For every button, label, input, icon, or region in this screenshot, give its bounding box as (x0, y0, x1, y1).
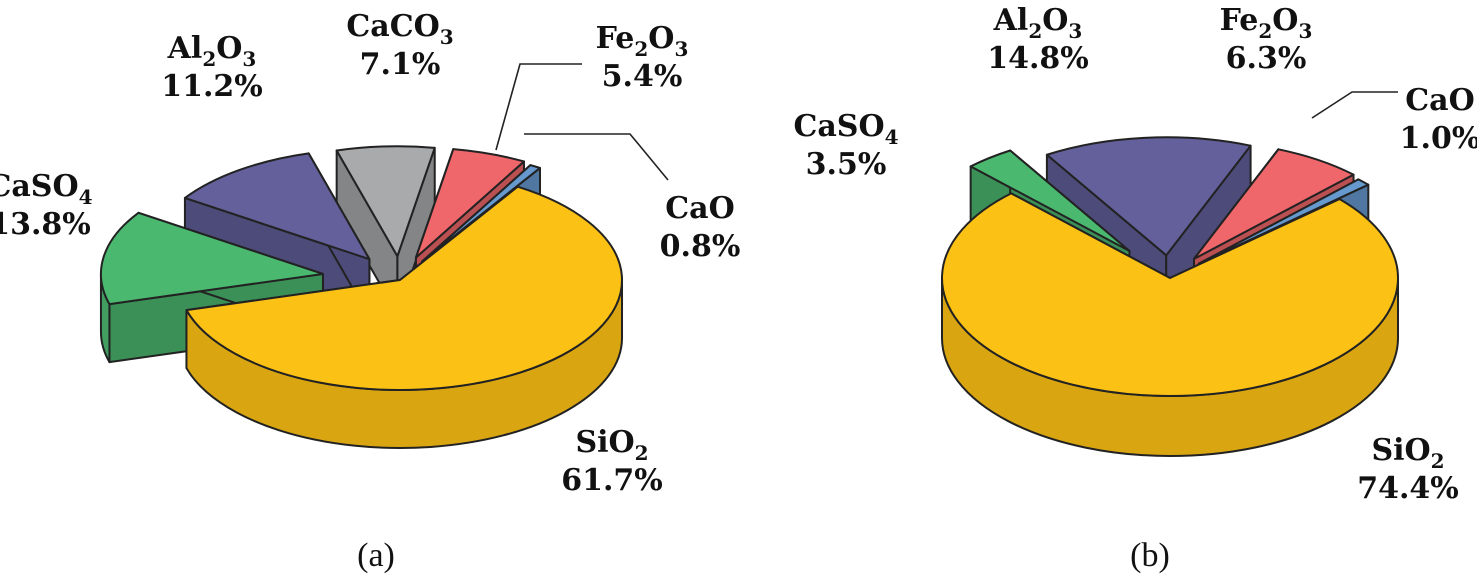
slice-value-label-al2o3: 11.2% (161, 69, 263, 104)
slice-value-label-fe2o3: 5.4% (602, 59, 683, 94)
slice-top-sio2 (941, 192, 1399, 397)
slice-label-sio2: SiO2 (1371, 433, 1444, 473)
slice-label-cao: CaO (1405, 83, 1474, 118)
slice-top-fe2o3 (414, 148, 525, 259)
slice-value-label-sio2: 74.4% (1357, 471, 1459, 506)
slice-top-cao (1197, 178, 1370, 265)
leader-line-cao (1311, 91, 1398, 119)
slice-top-al2o3 (183, 152, 371, 261)
slice-value-label-cao: 1.0% (1400, 121, 1477, 156)
slice-value-label-caco3: 7.1% (360, 47, 441, 82)
slice-top-caso4 (99, 211, 324, 306)
pie-slice-sio2 (941, 192, 1399, 457)
slice-label-cao: CaO (665, 191, 734, 226)
slice-label-caco3: CaCO3 (346, 9, 453, 49)
slice-label-caso4: CaSO4 (0, 169, 93, 209)
slice-label-al2o3: Al2O3 (993, 3, 1083, 43)
leader-line-fe2o3 (495, 63, 582, 151)
slice-top-sio2 (185, 185, 623, 391)
pie-slice-caco3 (335, 145, 436, 316)
slice-label-al2o3: Al2O3 (167, 31, 257, 71)
slice-value-label-fe2o3: 6.3% (1226, 41, 1307, 76)
slice-top-caco3 (335, 145, 436, 258)
slice-top-fe2o3 (1193, 148, 1355, 260)
slice-value-label-caso4: 3.5% (806, 147, 887, 182)
slice-top-cao (421, 164, 542, 263)
slice-value-label-al2o3: 14.8% (987, 41, 1089, 76)
slice-value-label-sio2: 61.7% (561, 463, 663, 498)
slice-value-label-caso4: 13.8% (0, 207, 91, 242)
slice-label-fe2o3: Fe2O3 (1220, 3, 1313, 43)
slice-value-label-cao: 0.8% (660, 229, 741, 264)
slice-label-sio2: SiO2 (575, 425, 648, 465)
slice-top-caso4 (969, 149, 1131, 253)
slice-top-al2o3 (1045, 136, 1252, 257)
chart-caption: (b) (1130, 537, 1170, 574)
slice-label-fe2o3: Fe2O3 (596, 21, 689, 61)
leader-line-cao (524, 133, 669, 181)
slice-label-caso4: CaSO4 (793, 109, 898, 149)
pie-slice-sio2 (185, 185, 623, 449)
chart-caption: (a) (357, 537, 395, 574)
